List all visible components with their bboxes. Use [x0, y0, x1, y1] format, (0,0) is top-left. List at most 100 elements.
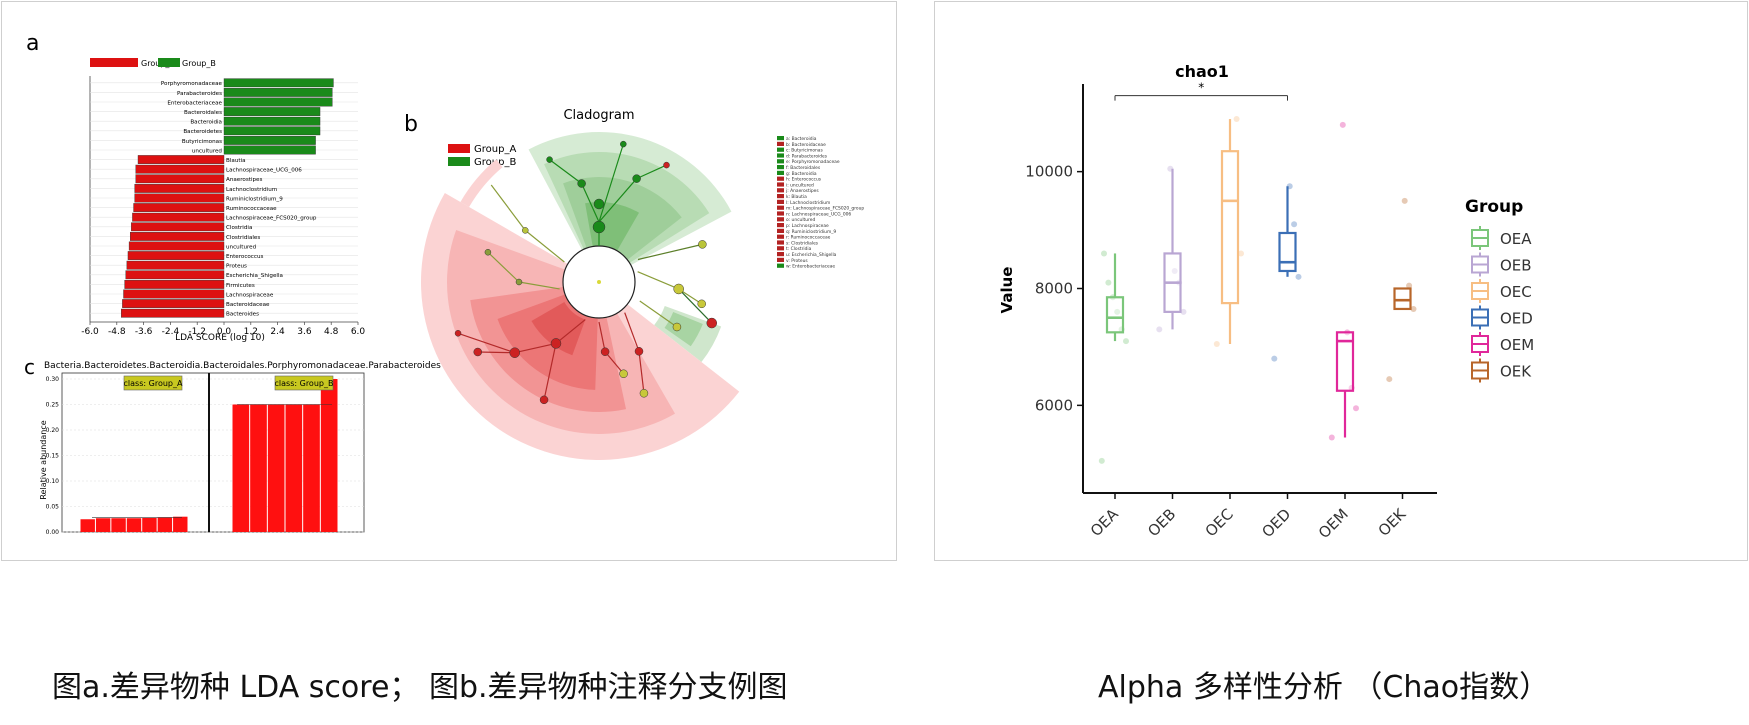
- lda-bar: [223, 97, 333, 107]
- lda-x-tick-label: -2.4: [162, 327, 180, 337]
- cladogram-key-label: b: Bacteroidaceae: [786, 142, 826, 148]
- cladogram-node: [634, 347, 644, 356]
- boxplot-point: [1105, 279, 1112, 286]
- cladogram-node: [639, 389, 649, 398]
- cladogram-node: [454, 330, 462, 337]
- lda-bar: [123, 289, 225, 299]
- boxplot-title: chao1: [1175, 62, 1229, 81]
- boxplot-point: [1123, 338, 1129, 345]
- cladogram-key-label: r: Ruminococcaceae: [786, 235, 831, 241]
- abundance-class-tag-b-label: class: Group_B: [275, 379, 334, 388]
- boxplot-box: [1335, 331, 1355, 392]
- cladogram-key-label: o: uncultured: [786, 217, 815, 223]
- cladogram-legend-swatch-b: [448, 157, 470, 166]
- lda-x-tick-label: -3.6: [135, 327, 153, 337]
- chao1-boxplot: chao1 Value 6000 8000 10000 OEA OEB OEC OED OEM…: [998, 62, 1534, 542]
- abundance-frame: [61, 372, 365, 533]
- lda-bar: [134, 193, 225, 203]
- lda-bar-label: Lachnospiraceae_UCG_006: [226, 168, 302, 174]
- lda-bar: [124, 280, 225, 289]
- cladogram-key-swatch: [777, 199, 784, 204]
- boxplot-point: [1238, 250, 1244, 257]
- figure-panel-lefse: a Group_A Group_B Porphyromonadaceae Para…: [1, 1, 897, 561]
- boxplot-legend-label: OEC: [1500, 283, 1532, 301]
- boxplot-point: [1171, 267, 1178, 274]
- boxplot-point: [1213, 341, 1220, 348]
- lda-bar: [223, 87, 333, 97]
- lda-bar-label: Lachnoclostridium: [226, 187, 277, 193]
- cladogram-key-swatch: [777, 176, 784, 181]
- cladogram-key-label: v: Proteus: [786, 258, 808, 264]
- lda-bar-label: Parabacteroides: [177, 91, 222, 97]
- lda-bar-label: Bacteroidaceae: [226, 302, 270, 308]
- cladogram-key-label: j: Anaerostipes: [785, 188, 819, 194]
- lda-bar: [223, 126, 321, 136]
- cladogram-branch: [549, 159, 582, 185]
- abundance-class-tag-a-label: class: Group_A: [124, 379, 183, 388]
- lda-x-tick-label: 1.2: [244, 327, 258, 337]
- cladogram-legend-label-a: Group_A: [474, 144, 516, 155]
- abundance-bar-group-b: [303, 404, 320, 532]
- cladogram-branch: [678, 288, 713, 324]
- cladogram-branch: [624, 312, 640, 352]
- boxplot-point: [1410, 305, 1417, 312]
- lda-x-tick-label: 3.6: [297, 327, 312, 337]
- cladogram-key-label: k: Blautia: [786, 194, 807, 200]
- boxplot-point: [1401, 197, 1408, 204]
- cladogram-key-label: w: Enterobacteriaceae: [786, 264, 835, 270]
- lda-bar-label: Ruminiclostridium_9: [226, 196, 283, 202]
- cladogram-key-swatch: [777, 263, 784, 268]
- cladogram-key-swatch: [777, 217, 784, 222]
- abundance-class-tag-b: [274, 375, 334, 391]
- cladogram-title: Cladogram: [563, 108, 634, 123]
- cladogram-key-swatch: [777, 257, 784, 262]
- cladogram-branch: [598, 143, 624, 223]
- boxplot-plot-area: 6000 8000 10000 OEA OEB OEC OED OEM OEK *: [1025, 81, 1437, 542]
- abundance-bar-group-b: [250, 404, 267, 532]
- lda-bar-label: uncultured: [226, 244, 257, 250]
- lda-bar: [223, 116, 321, 126]
- lda-bar: [135, 174, 225, 184]
- cladogram-key-swatch: [777, 153, 784, 158]
- lda-x-tick-label: -1.2: [188, 327, 206, 337]
- boxplot-x-tick-label: OEM: [1315, 505, 1352, 542]
- lda-x-tick-label: 6.0: [351, 327, 366, 337]
- boxplot-legend-label: OED: [1500, 310, 1533, 328]
- cladogram-key-label: a: Bacteroidia: [786, 136, 817, 142]
- cladogram-branch: [638, 351, 645, 394]
- abundance-y-tick-label: 0.20: [46, 427, 60, 434]
- lda-bar: [126, 260, 225, 270]
- lda-score-chart: Porphyromonadaceae Parabacteroides Enterob…: [81, 76, 365, 337]
- cladogram-node: [522, 227, 529, 234]
- boxplot-point: [1180, 308, 1187, 315]
- cladogram-branch: [637, 243, 703, 261]
- lda-bar-label: Anaerostipes: [226, 177, 262, 183]
- boxplot-point: [1328, 434, 1335, 441]
- cladogram-key-swatch: [777, 170, 784, 175]
- cladogram-node: [673, 283, 684, 295]
- lda-bar-label: Ruminococcaceae: [226, 206, 277, 212]
- boxplot-y-axis-label: Value: [998, 267, 1016, 314]
- lda-bar-label: Proteus: [226, 264, 247, 270]
- cladogram-branch: [524, 229, 565, 263]
- abundance-bar-group-a: [111, 518, 126, 532]
- abundance-bar-group-b: [320, 379, 338, 532]
- cladogram-branch: [639, 300, 678, 328]
- cladogram-key-swatch: [777, 159, 784, 164]
- cladogram-node: [593, 198, 605, 210]
- cladogram-branch: [581, 183, 600, 223]
- boxplot-legend-label: OEM: [1500, 336, 1534, 354]
- cladogram-key-label: d: Parabacteroides: [786, 153, 828, 159]
- cladogram-key-swatch: [777, 188, 784, 193]
- lda-bar: [121, 308, 225, 318]
- boxplot-x-tick-label: OEK: [1375, 504, 1411, 540]
- cladogram-key-label: n: Lachnospiraceae_UCG_006: [786, 211, 851, 217]
- cladogram-legend: Group_A Group_B: [448, 144, 516, 168]
- cladogram-node: [672, 322, 682, 332]
- cladogram-sector-group-a: [531, 302, 586, 356]
- lda-bar: [137, 155, 225, 164]
- panel-c-label: c: [24, 355, 35, 379]
- boxplot-point: [1353, 405, 1359, 412]
- lda-bar-label: Blautia: [226, 158, 246, 164]
